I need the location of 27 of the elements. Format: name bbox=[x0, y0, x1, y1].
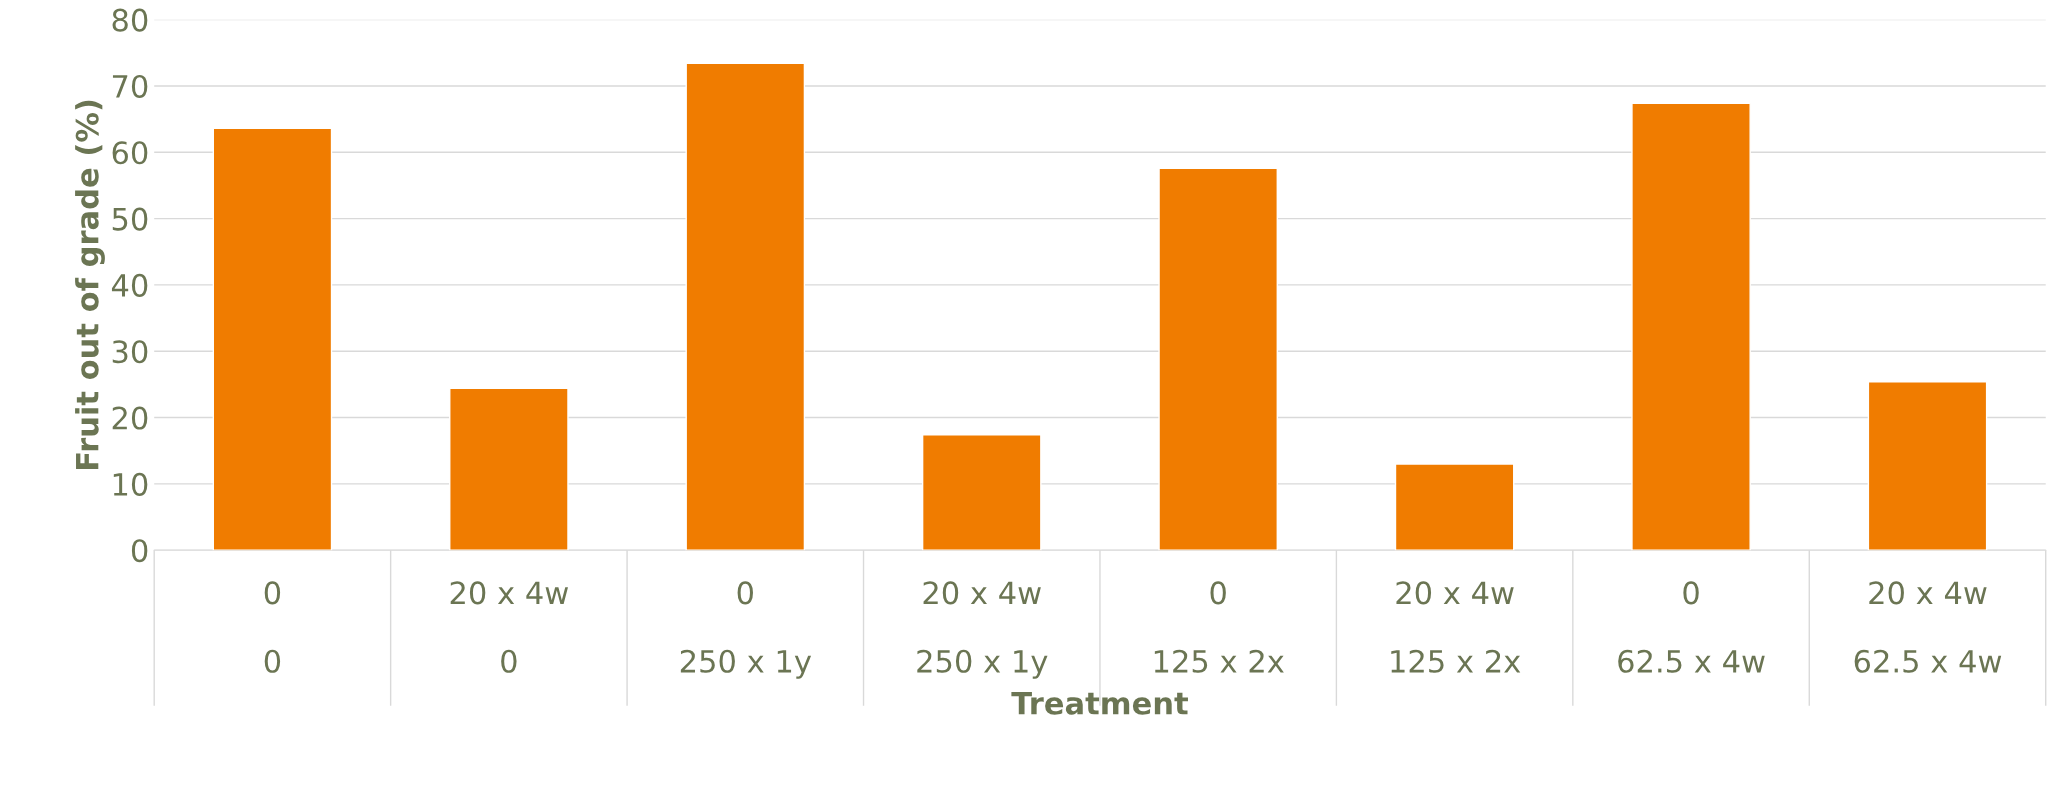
y-tick-label: 10 bbox=[113, 472, 148, 496]
bar bbox=[921, 434, 1042, 551]
category-label: 0 62.5 x 4w bbox=[1618, 581, 1765, 673]
category-label: 0 0 bbox=[264, 581, 281, 673]
category-label: 0 125 x 2x bbox=[1154, 581, 1284, 673]
y-tick-label: 80 bbox=[112, 8, 148, 32]
y-tick-label: 70 bbox=[112, 74, 148, 99]
y-tick-label: 60 bbox=[112, 141, 148, 165]
x-axis-title: Treatment bbox=[1011, 691, 1188, 715]
category-label: 20 x 4w 250 x 1y bbox=[917, 581, 1048, 679]
y-tick-label: 20 bbox=[112, 406, 148, 430]
category-label: 0 250 x 1y bbox=[680, 581, 812, 679]
y-tick-label: 40 bbox=[111, 273, 148, 297]
category-label: 20 x 4w 0 bbox=[450, 581, 568, 673]
y-tick-label: 30 bbox=[112, 340, 148, 364]
category-label: 20 x 4w 125 x 2x bbox=[1391, 581, 1521, 673]
y-tick-label: 0 bbox=[131, 539, 148, 563]
bar bbox=[1631, 102, 1751, 551]
bar bbox=[212, 127, 333, 551]
bar bbox=[1394, 463, 1515, 551]
bar bbox=[1158, 167, 1278, 551]
bar bbox=[685, 62, 806, 551]
y-tick-label: 50 bbox=[112, 207, 148, 231]
bar bbox=[449, 387, 569, 551]
bar bbox=[1867, 381, 1988, 551]
category-label: 20 x 4w 62.5 x 4w bbox=[1854, 581, 2002, 673]
y-axis-title: Fruit out of grade (%) bbox=[75, 100, 105, 469]
